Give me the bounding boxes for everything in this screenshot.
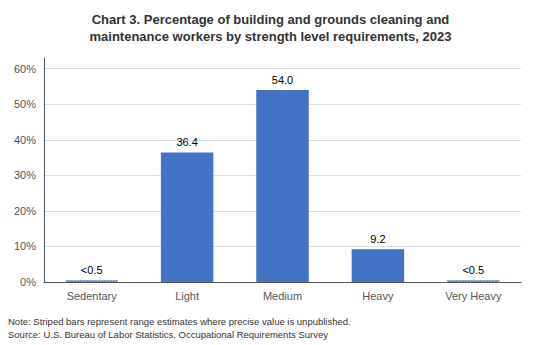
svg-text:20%: 20% bbox=[14, 205, 36, 217]
svg-text:30%: 30% bbox=[14, 169, 36, 181]
svg-text:<0.5: <0.5 bbox=[462, 264, 484, 276]
svg-text:Sedentary: Sedentary bbox=[67, 290, 118, 302]
svg-text:36.4: 36.4 bbox=[176, 136, 197, 148]
svg-text:maintenance workers by strengt: maintenance workers by strength level re… bbox=[90, 29, 452, 44]
svg-text:0%: 0% bbox=[20, 276, 36, 288]
svg-text:Note: Striped bars represent r: Note: Striped bars represent range estim… bbox=[8, 316, 351, 327]
svg-text:Very Heavy: Very Heavy bbox=[445, 290, 502, 302]
svg-text:40%: 40% bbox=[14, 134, 36, 146]
svg-text:<0.5: <0.5 bbox=[81, 264, 103, 276]
svg-text:Medium: Medium bbox=[263, 290, 302, 302]
svg-text:50%: 50% bbox=[14, 98, 36, 110]
svg-text:9.2: 9.2 bbox=[370, 233, 385, 245]
svg-text:60%: 60% bbox=[14, 63, 36, 75]
svg-text:Heavy: Heavy bbox=[362, 290, 394, 302]
svg-text:Light: Light bbox=[175, 290, 199, 302]
svg-text:10%: 10% bbox=[14, 240, 36, 252]
svg-text:54.0: 54.0 bbox=[272, 74, 293, 86]
svg-text:Chart 3. Percentage of buildin: Chart 3. Percentage of building and grou… bbox=[92, 12, 450, 27]
svg-text:Source: U.S. Bureau of Labor S: Source: U.S. Bureau of Labor Statistics,… bbox=[8, 329, 328, 340]
